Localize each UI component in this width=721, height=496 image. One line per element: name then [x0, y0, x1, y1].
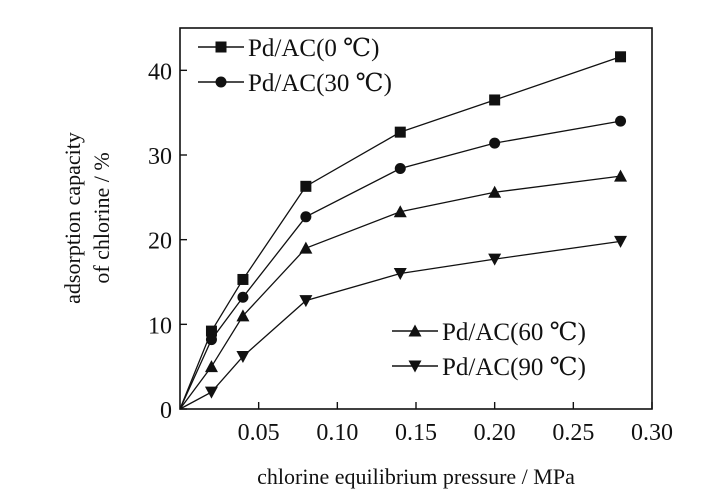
x-tick-label: 0.20: [474, 420, 516, 446]
series-2-point: [489, 137, 501, 149]
series-4-point: [488, 253, 502, 266]
series-3-point: [488, 185, 502, 198]
series-2-point: [205, 334, 217, 346]
legend-marker: [408, 324, 422, 337]
axis-ticks: 0.05 0.10 0.15 0.20 0.25 0.30 0 10 20 30 40: [148, 59, 673, 446]
series-1-point: [615, 51, 627, 63]
legend-label: Pd/AC(30 ℃): [248, 70, 392, 97]
series-3-point: [236, 309, 250, 322]
legend-label: Pd/AC(90 ℃): [442, 354, 586, 381]
y-tick-label: 30: [148, 144, 172, 170]
series-4-point: [393, 268, 407, 281]
series-1-point: [205, 325, 217, 337]
x-tick-label: 0.10: [316, 420, 358, 446]
y-tick-label: 40: [148, 59, 172, 85]
series-1-point: [237, 273, 249, 285]
x-axis-title: chlorine equilibrium pressure / MPa: [257, 464, 575, 489]
x-tick-label: 0.25: [552, 420, 594, 446]
y-axis-title-line-2: of chlorine / %: [89, 152, 114, 283]
series-1-point: [394, 126, 406, 138]
series-4-point: [299, 295, 313, 308]
legend-label: Pd/AC(60 ℃): [442, 319, 586, 346]
series-3-point: [204, 360, 218, 373]
series-3-point: [299, 241, 313, 254]
legend-marker: [215, 76, 227, 88]
y-tick-label: 20: [148, 229, 172, 255]
series-3-point: [614, 169, 628, 182]
y-tick-label: 10: [148, 313, 172, 339]
legend-marker: [408, 360, 422, 373]
y-axis-title-line-1: adsorption capacity: [60, 132, 85, 304]
series-1-point: [300, 180, 312, 192]
series-2-point: [300, 211, 312, 223]
series-2-point: [394, 163, 406, 175]
series-4-point: [204, 386, 218, 399]
series-1-point: [489, 94, 501, 106]
series-2-point: [237, 291, 249, 303]
x-tick-label: 0.30: [631, 420, 673, 446]
x-tick-label: 0.15: [395, 420, 437, 446]
series-4-point: [236, 351, 250, 364]
x-tick-label: 0.05: [238, 420, 280, 446]
series-3-point: [393, 205, 407, 218]
series-2-point: [615, 115, 627, 127]
y-tick-label: 0: [160, 398, 172, 424]
legend: Pd/AC(0 ℃) Pd/AC(30 ℃) Pd/AC(60 ℃) Pd/AC(90…: [198, 35, 586, 381]
series-markers: [204, 51, 628, 399]
series-4-point: [614, 235, 628, 248]
legend-label: Pd/AC(0 ℃): [248, 35, 379, 62]
legend-marker: [215, 41, 227, 53]
